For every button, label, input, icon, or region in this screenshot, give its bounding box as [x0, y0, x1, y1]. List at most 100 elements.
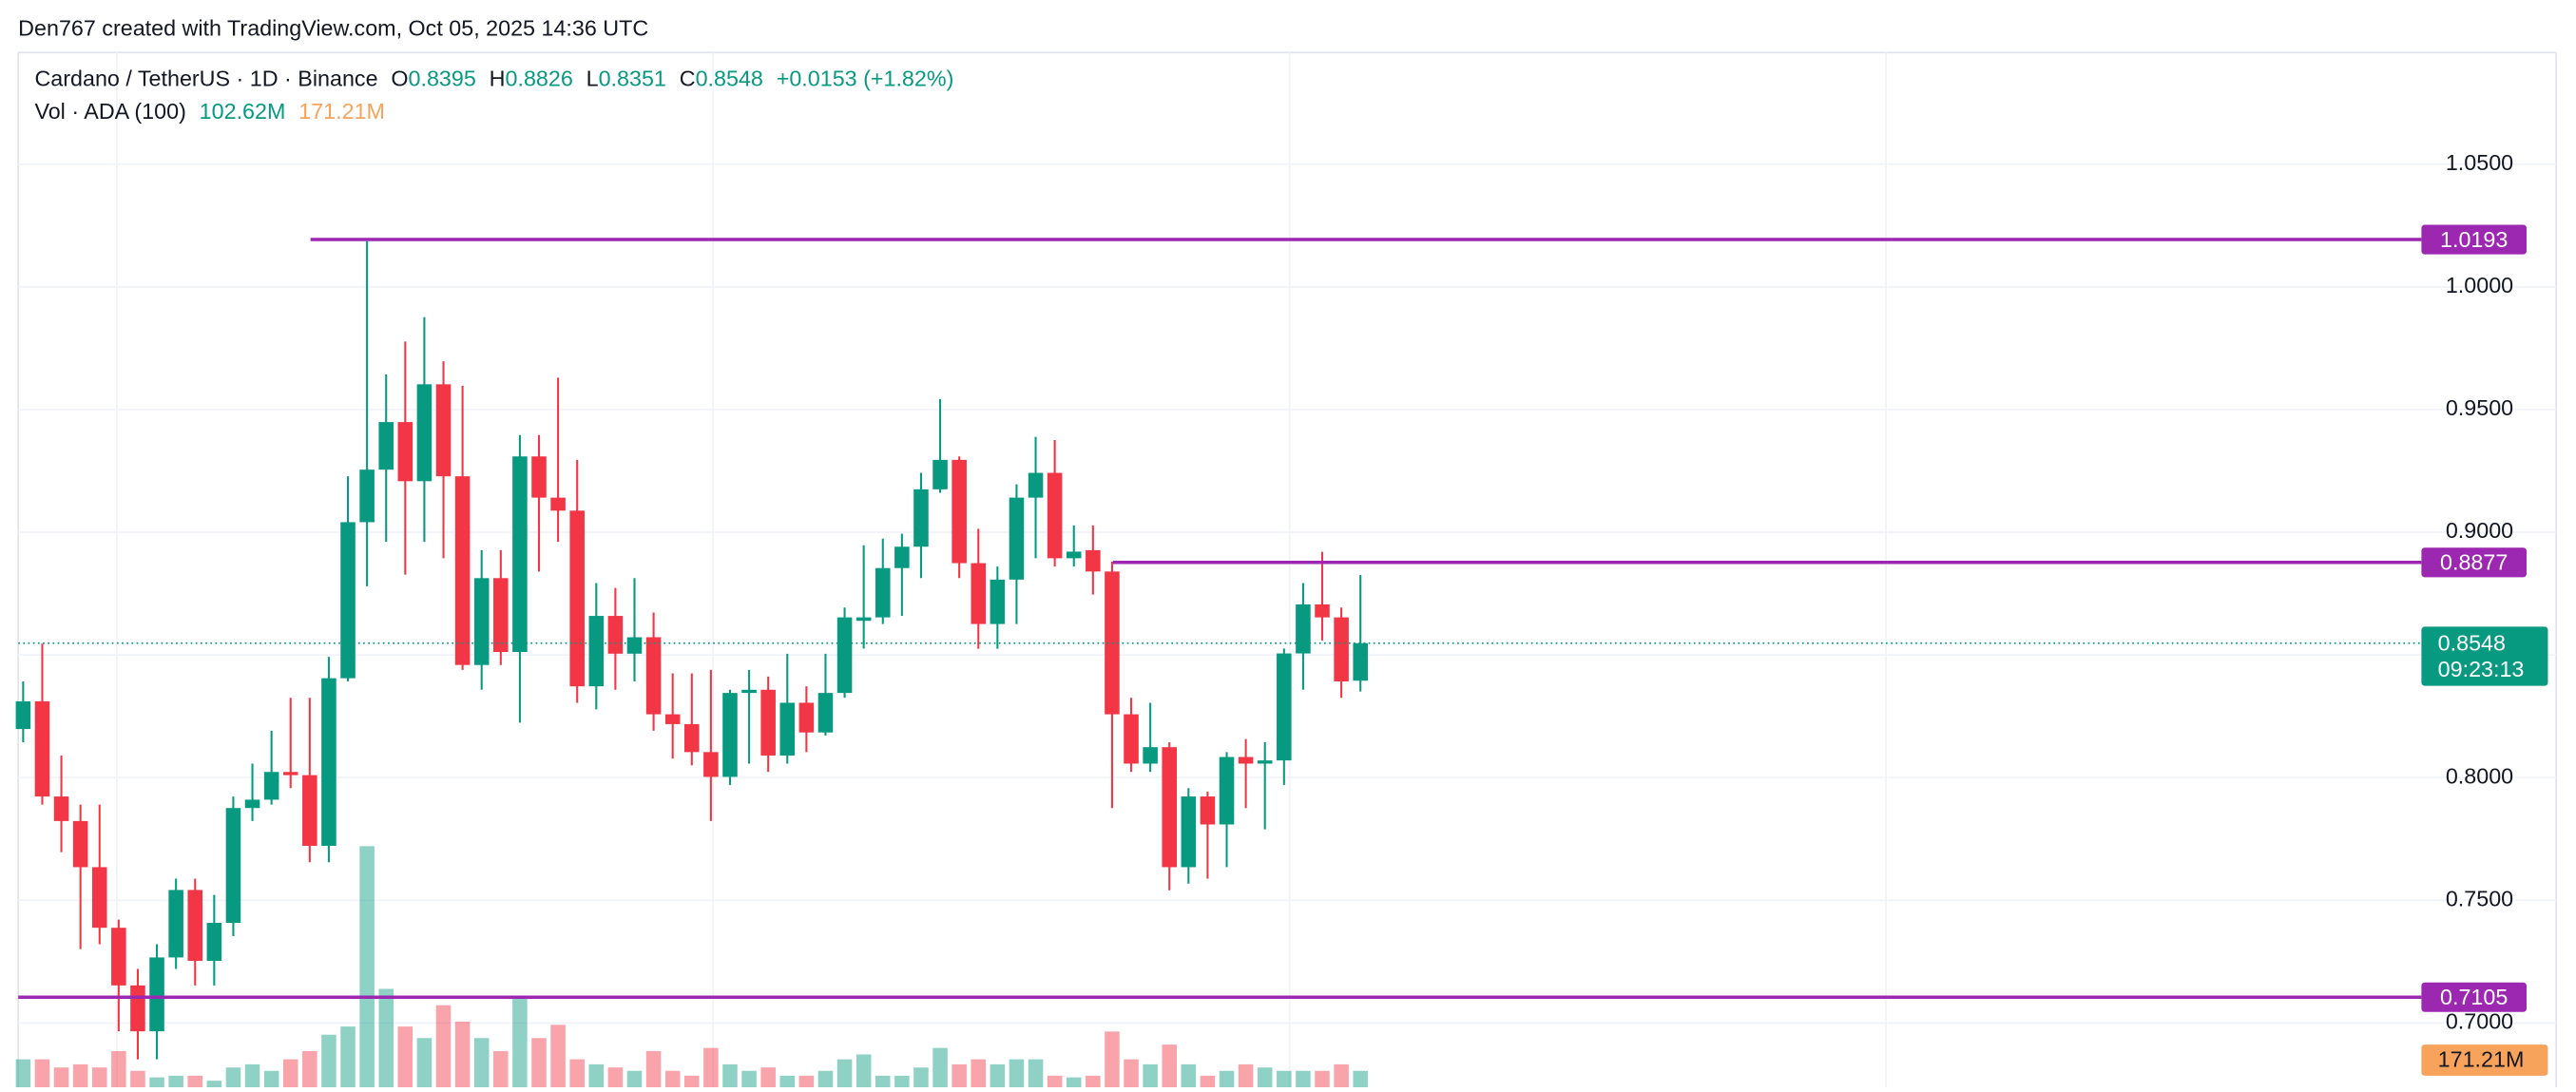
volume-bar: [72, 1063, 88, 1087]
volume-bar: [645, 1050, 662, 1087]
volume-bar: [378, 988, 394, 1087]
legend-value: 0.8395: [409, 67, 476, 91]
volume-bar: [588, 1063, 605, 1087]
candle-body: [817, 693, 834, 733]
candle-body: [263, 772, 279, 800]
candle-body: [15, 700, 31, 730]
volume-bar: [1047, 1075, 1063, 1087]
candle-body: [836, 617, 853, 694]
legend-value: 0.8548: [696, 67, 763, 91]
volume-bar: [34, 1059, 50, 1087]
candle-body: [34, 700, 50, 797]
volume-bar: [1143, 1063, 1158, 1087]
level-label: 0.7105: [2440, 985, 2508, 1009]
volume-bar: [1334, 1063, 1349, 1087]
candle-body: [894, 546, 910, 568]
candle-body: [741, 689, 757, 694]
candle-body: [913, 489, 929, 547]
candle-body: [91, 867, 107, 929]
candle-body: [1277, 653, 1292, 761]
candle-body: [550, 497, 566, 511]
candle-body: [1334, 617, 1349, 681]
volume-bar: [397, 1026, 413, 1087]
volume-bar: [340, 1026, 356, 1087]
volume-bar: [894, 1075, 910, 1087]
volume-bar: [971, 1059, 987, 1087]
candle-body: [493, 578, 509, 653]
volume-bar: [416, 1038, 433, 1087]
volume-bar: [512, 998, 528, 1087]
candle-body: [1200, 796, 1216, 825]
volume-bar: [493, 1050, 509, 1087]
symbol: Cardano / TetherUS · 1D · Binance: [34, 67, 377, 91]
candle-body: [416, 384, 433, 482]
candle-body: [722, 693, 738, 777]
candle-body: [664, 714, 681, 724]
candle-body: [1143, 747, 1158, 764]
candle-body: [473, 578, 490, 665]
legend: Cardano / TetherUS · 1D · Binance O0.8395…: [34, 67, 953, 91]
candle-body: [1105, 571, 1120, 715]
header-title: Den767 created with TradingView.com, Oct…: [18, 15, 648, 40]
legend-key: O: [391, 67, 408, 91]
candle-body: [531, 456, 547, 498]
volume-bar: [1315, 1070, 1330, 1087]
volume-bar: [607, 1067, 624, 1087]
candle-body: [1353, 642, 1368, 681]
candle-body: [607, 616, 624, 654]
volume-bar: [473, 1038, 490, 1087]
candle-body: [1124, 714, 1139, 764]
volume-bar: [1162, 1044, 1178, 1087]
volume-bar: [990, 1063, 1006, 1087]
candle-body: [703, 752, 719, 777]
candle-body: [971, 563, 987, 624]
candle-body: [1219, 757, 1235, 825]
volume-ma: 171.21M: [298, 99, 385, 124]
candle-body: [1296, 603, 1311, 654]
candle-body: [1315, 603, 1330, 618]
volume-bar: [1066, 1077, 1082, 1087]
candle-body: [359, 469, 375, 523]
volume-bar: [1277, 1070, 1292, 1087]
candle-body: [952, 459, 967, 564]
volume-bar: [1353, 1070, 1368, 1087]
level-label: 1.0193: [2440, 227, 2508, 252]
volume-bar: [111, 1050, 126, 1087]
candle-body: [397, 422, 413, 482]
volume-bar: [550, 1025, 566, 1087]
candle-body: [645, 637, 662, 715]
volume-bar: [225, 1067, 241, 1087]
volume-bar: [875, 1075, 891, 1087]
volume-bar: [684, 1075, 700, 1087]
legend-value: 0.8351: [599, 67, 666, 91]
volume-bar: [53, 1067, 69, 1087]
volume-bar: [302, 1050, 317, 1087]
volume-bar: [149, 1077, 164, 1087]
volume-bar: [1009, 1059, 1025, 1087]
y-tick-label: 0.8000: [2446, 763, 2513, 788]
volume-bar: [1296, 1070, 1311, 1087]
candle-body: [111, 928, 126, 986]
volume-bar: [206, 1081, 222, 1087]
volume-bar: [187, 1075, 203, 1087]
volume-ma-bg: [2421, 1044, 2548, 1076]
candle-body: [569, 510, 585, 687]
volume-bar: [168, 1075, 183, 1087]
candle-body: [435, 384, 452, 477]
candle-body: [1028, 472, 1044, 498]
legend-key: H: [490, 67, 506, 91]
volume-bar: [913, 1067, 929, 1087]
volume-bar: [1086, 1075, 1101, 1087]
candle-body: [1047, 472, 1063, 559]
plot: 0.7000 0.7500 0.8000 0.9000 0.9500 1.0000 1.05…: [15, 150, 2557, 1087]
candle-body: [875, 567, 891, 618]
volume-bar: [1105, 1031, 1120, 1087]
y-tick-label: 0.9500: [2446, 395, 2513, 420]
candle-body: [1066, 551, 1082, 559]
candle-body: [53, 796, 69, 821]
candle-body: [1181, 796, 1197, 868]
volume-bar: [15, 1059, 31, 1087]
candle-body: [149, 957, 164, 1032]
volume-bar: [263, 1070, 279, 1087]
